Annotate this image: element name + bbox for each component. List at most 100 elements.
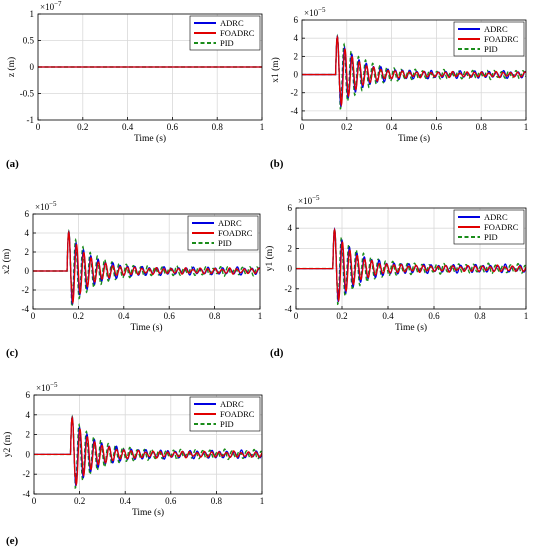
y-tick-label: 6 [25,209,30,219]
y-tick-label: -1 [27,115,35,125]
x-tick-label: 0.2 [74,496,85,506]
y-tick-label: -4 [22,304,30,314]
x-tick-label: 0.4 [386,122,398,132]
legend-label: PID [220,38,234,48]
x-tick-label: 0 [300,122,305,132]
x-tick-label: 0 [32,496,37,506]
y-tick-label: 0 [294,70,299,80]
x-tick-label: 1 [260,496,265,506]
chart-panel: 0 0.2 0.4 0.6 0.8 1 -4 -2 0 2 4 6 ×10−5 Time (s) y2 (m… [2,381,264,547]
panel-label: (b) [270,158,284,170]
legend-label: PID [220,419,234,429]
axes-box [33,394,263,495]
panel-label: (e) [6,535,19,547]
x-tick-label: 0.4 [122,122,134,132]
legend-label: FOADRC [484,34,519,44]
y-tick-label: -4 [285,304,293,314]
x-axis-label: Time (s) [134,133,166,144]
y-tick-label: -4 [291,106,299,116]
series-line-foadrc [302,34,526,107]
legend-label: ADRC [484,24,508,34]
panel-label: (c) [6,347,19,359]
axes-box [37,13,263,121]
series-group [34,414,262,490]
y-axis-label: z (m) [6,57,17,77]
y-tick-label: 2 [288,243,293,253]
x-tick-label: 0.4 [382,311,394,321]
chart-panel: 0 0.2 0.4 0.6 0.8 1 -1 -0.5 0 0.5 1 ×10−7 Time (s) z … [6,0,264,170]
axes-box [32,213,261,310]
series-line-foadrc [33,230,260,305]
panel-label: (a) [6,158,19,170]
x-tick-label: 0.6 [167,122,179,132]
series-line-pid [302,33,526,110]
axes-box [301,19,527,121]
y-axis-label: y1 (m) [264,246,275,272]
x-tick-label: 1 [258,311,263,321]
panel-label: (d) [270,347,284,359]
x-axis-label: Time (s) [132,507,164,518]
y-tick-label: -4 [23,489,31,499]
legend-label: ADRC [484,212,508,222]
x-tick-label: 0.8 [212,122,224,132]
legend-label: ADRC [220,18,244,28]
series-group [296,226,526,306]
x-tick-label: 0.6 [164,311,176,321]
y-tick-label: 4 [25,228,30,238]
y-tick-label: 0 [26,449,31,459]
y-tick-label: 0 [30,62,35,72]
y-tick-label: 6 [26,390,31,400]
series-group [302,33,526,110]
x-axis-label: Time (s) [398,133,430,144]
legend-label: FOADRC [220,28,255,38]
y-tick-label: 2 [26,430,31,440]
x-tick-label: 0.2 [73,311,84,321]
x-tick-label: 1 [260,122,265,132]
y-axis-label: x1 (m) [270,57,281,83]
y-tick-label: 4 [288,223,293,233]
x-tick-label: 0.4 [120,496,132,506]
x-tick-label: 0.8 [474,311,486,321]
x-tick-label: 0.6 [428,311,440,321]
x-tick-label: 0.4 [118,311,130,321]
x-tick-label: 1 [524,311,529,321]
legend-label: ADRC [218,218,242,228]
y-tick-label: -0.5 [20,89,35,99]
chart-panel: 0 0.2 0.4 0.6 0.8 1 -4 -2 0 2 4 6 ×10−5 Time (s) x1 (m… [270,6,528,170]
x-tick-label: 0 [31,311,36,321]
y-tick-label: 6 [294,15,299,25]
x-tick-label: 0 [294,311,299,321]
axis-exponent: ×10−7 [40,0,62,12]
y-tick-label: 6 [288,203,293,213]
y-tick-label: -2 [22,285,30,295]
x-tick-label: 0.8 [209,311,221,321]
axis-exponent: ×10−5 [35,200,57,212]
x-tick-label: 0.2 [341,122,352,132]
axis-exponent: ×10−5 [304,6,326,18]
y-tick-label: -2 [291,88,299,98]
legend-label: PID [484,232,498,242]
x-tick-label: 0.6 [431,122,443,132]
x-axis-label: Time (s) [395,322,427,333]
x-tick-label: 0.6 [165,496,177,506]
y-tick-label: 1 [30,9,35,19]
x-tick-label: 1 [524,122,529,132]
series-line-pid [296,226,526,306]
y-axis-label: y2 (m) [2,432,13,458]
y-axis-label: x2 (m) [1,249,12,275]
legend-label: FOADRC [220,409,255,419]
y-tick-label: 2 [294,51,299,61]
chart-panel: 0 0.2 0.4 0.6 0.8 1 -4 -2 0 2 4 6 ×10−5 Time (s) x2 (m… [1,200,262,359]
axes-box [295,207,527,310]
legend-label: FOADRC [484,222,519,232]
legend-label: PID [484,44,498,54]
y-tick-label: 4 [294,33,299,43]
axis-exponent: ×10−5 [36,381,58,393]
x-tick-label: 0.2 [336,311,347,321]
